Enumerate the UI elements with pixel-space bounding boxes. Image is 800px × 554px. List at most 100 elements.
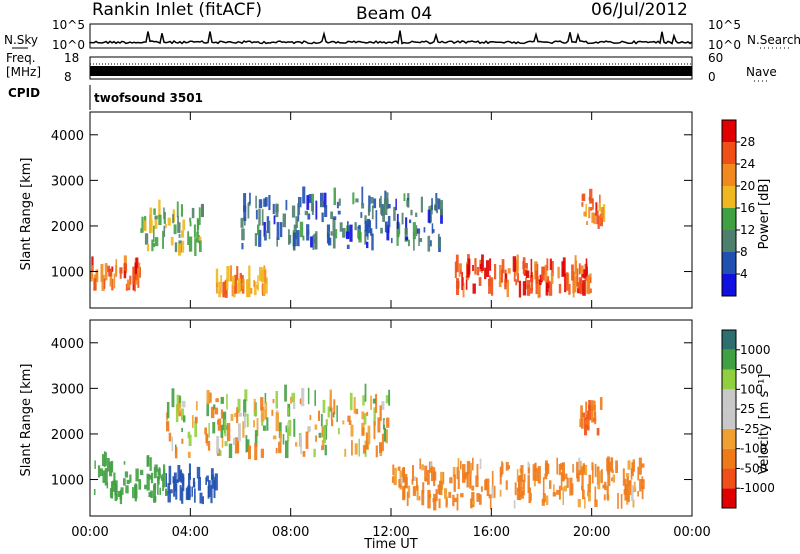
- velocity-colorbar-tick-label-6: 500: [740, 363, 763, 377]
- power-streak-1: [141, 216, 144, 233]
- velocity-streak-0: [134, 483, 137, 502]
- velocity-streak-0: [102, 470, 106, 483]
- power-streak-1: [172, 214, 174, 224]
- power-streak-4: [458, 263, 461, 277]
- power-streak-4: [526, 263, 528, 276]
- power-streak-2: [264, 269, 267, 284]
- velocity-streak-4: [579, 418, 583, 428]
- power-streak-4: [525, 263, 528, 269]
- velocity-streak-2: [188, 434, 192, 446]
- velocity-streak-3: [522, 479, 525, 496]
- nsky-tick-top: 10^5: [52, 18, 85, 32]
- velocity-streak-4: [580, 405, 583, 419]
- velocity-streak-3: [407, 485, 411, 498]
- velocity-streak-3: [499, 489, 502, 497]
- velocity-streak-2: [236, 407, 239, 424]
- velocity-streak-3: [464, 472, 468, 477]
- power-streak-3: [406, 197, 410, 202]
- velocity-streak-0: [160, 474, 163, 479]
- velocity-streak-2: [224, 441, 228, 447]
- power-streak-3: [431, 223, 434, 234]
- power-streak-3: [367, 205, 370, 216]
- velocity-colorbar-cell-5: [722, 389, 736, 410]
- velocity-streak-3: [480, 486, 483, 492]
- power-streak-0: [109, 269, 113, 277]
- power-streak-1: [173, 224, 177, 235]
- velocity-streak-0: [123, 461, 126, 465]
- power-data-layer: [90, 186, 606, 299]
- power-streak-4: [460, 268, 462, 275]
- velocity-streak-0: [129, 474, 132, 483]
- power-streak-4: [467, 258, 471, 275]
- velocity-streak-2: [348, 420, 352, 425]
- power-y-axis: 1000 2000 3000 4000: [51, 129, 692, 281]
- power-streak-1: [182, 219, 186, 231]
- power-streak-4: [515, 279, 517, 286]
- velocity-streak-3: [475, 475, 479, 488]
- velocity-streak-3: [576, 473, 580, 482]
- velocity-streak-1: [211, 474, 214, 489]
- velocity-streak-3: [637, 466, 640, 481]
- velocity-streak-1: [197, 477, 201, 491]
- velocity-streak-3: [391, 476, 394, 483]
- velocity-streak-3: [392, 464, 395, 476]
- power-streak-3: [430, 240, 432, 247]
- power-streak-5: [586, 221, 589, 225]
- power-streak-3: [423, 227, 426, 233]
- power-streak-0: [104, 263, 108, 281]
- velocity-streak-2: [342, 420, 345, 425]
- power-streak-3: [405, 236, 409, 241]
- power-streak-5: [598, 202, 601, 212]
- power-streak-3: [306, 224, 310, 241]
- velocity-colorbar-label: Velocity [m s⁻¹]: [757, 374, 772, 475]
- velocity-streak-2: [375, 394, 378, 413]
- velocity-streak-0: [119, 494, 123, 500]
- power-streak-4: [576, 268, 579, 287]
- power-streak-3: [354, 222, 357, 231]
- power-streak-3: [365, 223, 369, 237]
- power-streak-3: [330, 231, 333, 236]
- velocity-streak-3: [611, 469, 614, 474]
- velocity-streak-2: [282, 434, 285, 445]
- power-streak-4: [565, 272, 569, 291]
- power-streak-3: [386, 227, 390, 233]
- velocity-streak-4: [594, 404, 596, 417]
- velocity-streak-4: [584, 417, 588, 436]
- power-streak-3: [342, 228, 346, 238]
- velocity-streak-2: [353, 397, 356, 414]
- power-streak-1: [176, 201, 179, 218]
- power-streak-4: [574, 255, 577, 274]
- power-streak-3: [440, 208, 443, 224]
- power-colorbar-cell-4: [722, 186, 736, 208]
- cpid-value: twofsound 3501: [94, 91, 203, 105]
- velocity-streak-3: [521, 491, 524, 499]
- power-streak-3: [327, 232, 329, 238]
- velocity-streak-3: [588, 491, 591, 502]
- freq-tick-top: 18: [64, 51, 79, 65]
- velocity-streak-2: [381, 401, 385, 410]
- velocity-streak-0: [109, 461, 113, 477]
- velocity-streak-2: [220, 396, 224, 404]
- power-streak-3: [355, 198, 359, 203]
- velocity-colorbar: -1000 -500 -100 -25 25 100 500 1000: [721, 329, 775, 509]
- power-streak-3: [324, 205, 328, 217]
- velocity-streak-2: [214, 407, 219, 415]
- velocity-streak-3: [631, 485, 634, 501]
- velocity-streak-3: [611, 457, 614, 471]
- power-ytick-label-1000: 1000: [51, 266, 84, 281]
- velocity-streak-4: [590, 400, 594, 412]
- power-streak-0: [100, 264, 104, 282]
- power-streak-1: [154, 218, 158, 229]
- velocity-streak-1: [206, 475, 209, 482]
- velocity-streak-3: [542, 477, 545, 495]
- velocity-streak-3: [489, 498, 492, 510]
- velocity-streak-2: [248, 445, 251, 460]
- power-streak-0: [91, 273, 94, 279]
- power-streak-4: [504, 273, 508, 283]
- power-streak-5: [600, 207, 605, 218]
- velocity-streak-2: [362, 427, 365, 435]
- power-streak-4: [577, 282, 580, 289]
- power-streak-4: [484, 267, 487, 280]
- power-streak-3: [302, 235, 305, 241]
- power-streak-5: [585, 203, 587, 217]
